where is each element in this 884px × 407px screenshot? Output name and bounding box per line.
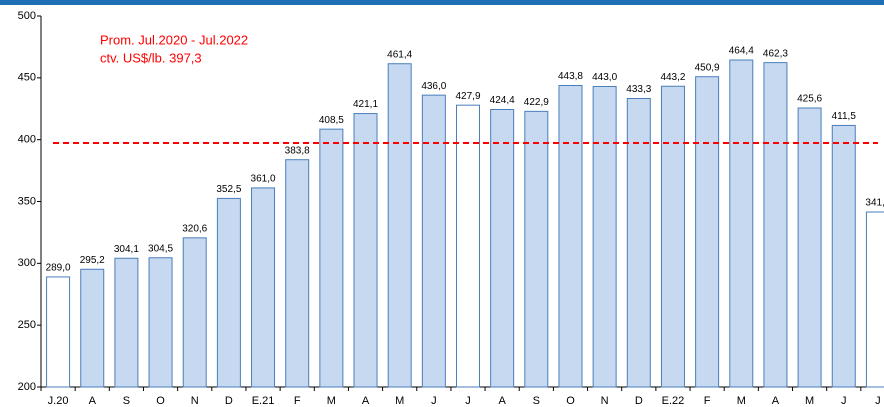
value-label: 320,6 [182,223,207,234]
value-label: 341,5 [865,198,884,209]
bar [319,128,344,388]
bar [524,110,549,388]
bar [387,63,412,388]
x-tick-label: J [875,395,881,407]
bar [831,124,856,388]
x-tick-label: N [601,395,609,407]
value-label: 295,2 [80,255,105,266]
y-tick-label: 400 [18,134,36,146]
x-tick-label: M [327,395,336,407]
value-label: 422,9 [524,97,549,108]
value-label: 383,8 [285,145,310,156]
x-tick-label: J.20 [48,395,69,407]
x-tick-label: E.22 [662,395,685,407]
x-tick-label: J [841,395,847,407]
x-tick-label: M [737,395,746,407]
x-tick-label: M [395,395,404,407]
value-label: 408,5 [319,115,344,126]
x-tick-label: D [225,395,233,407]
x-tick-label: M [805,395,814,407]
value-label: 361,0 [251,174,276,185]
x-tick-label: S [533,395,540,407]
y-tick-label: 450 [18,72,36,84]
x-tick-label: O [156,395,165,407]
x-tick-label: A [772,395,780,407]
value-label: 425,6 [797,94,822,105]
bar [490,108,515,388]
bar [695,76,720,388]
value-label: 443,0 [592,72,617,83]
bar [353,113,378,388]
bar [865,211,884,388]
value-label: 464,4 [729,46,754,57]
value-label: 304,5 [148,243,173,254]
bar [46,276,71,388]
bar [558,85,583,388]
bar [251,187,276,388]
value-label: 352,5 [216,184,241,195]
value-label: 443,8 [558,71,583,82]
bar [729,59,754,388]
value-label: 443,2 [660,72,685,83]
x-tick-label: J [431,395,437,407]
bar [182,237,207,388]
value-label: 433,3 [626,84,651,95]
x-tick-label: E.21 [252,395,275,407]
bar [797,107,822,388]
value-label: 462,3 [763,48,788,59]
x-tick-label: S [123,395,130,407]
bar [626,97,651,388]
y-tick-label: 250 [18,319,36,331]
value-label: 421,1 [353,99,378,110]
bar [592,85,617,388]
value-label: 427,9 [455,91,480,102]
y-tick-label: 350 [18,195,36,207]
value-label: 289,0 [46,263,71,274]
x-tick-label: A [362,395,370,407]
x-tick-label: N [191,395,199,407]
bar [216,197,241,388]
y-tick-label: 200 [18,381,36,393]
bar [114,257,139,388]
x-tick-label: A [498,395,506,407]
y-tick-label: 500 [18,10,36,22]
bar [148,257,173,388]
top-band [0,0,884,5]
bar [456,104,480,388]
value-label: 436,0 [421,81,446,92]
y-tick-label: 300 [18,257,36,269]
bar [660,85,685,388]
bar [80,268,105,388]
x-tick-label: F [704,395,711,407]
bar [285,159,310,388]
x-tick-label: J [465,395,471,407]
x-tick-label: D [635,395,643,407]
value-label: 304,1 [114,244,139,255]
x-tick-label: O [566,395,575,407]
value-label: 424,4 [490,95,515,106]
x-tick-label: A [89,395,97,407]
bar [763,62,788,388]
value-label: 461,4 [387,49,412,60]
value-label: 411,5 [832,111,857,122]
annotation: ctv. US$/lb. 397,3 [100,50,202,65]
annotation: Prom. Jul.2020 - Jul.2022 [100,32,248,47]
bar [421,94,446,388]
value-label: 450,9 [695,62,720,73]
x-tick-label: F [294,395,301,407]
